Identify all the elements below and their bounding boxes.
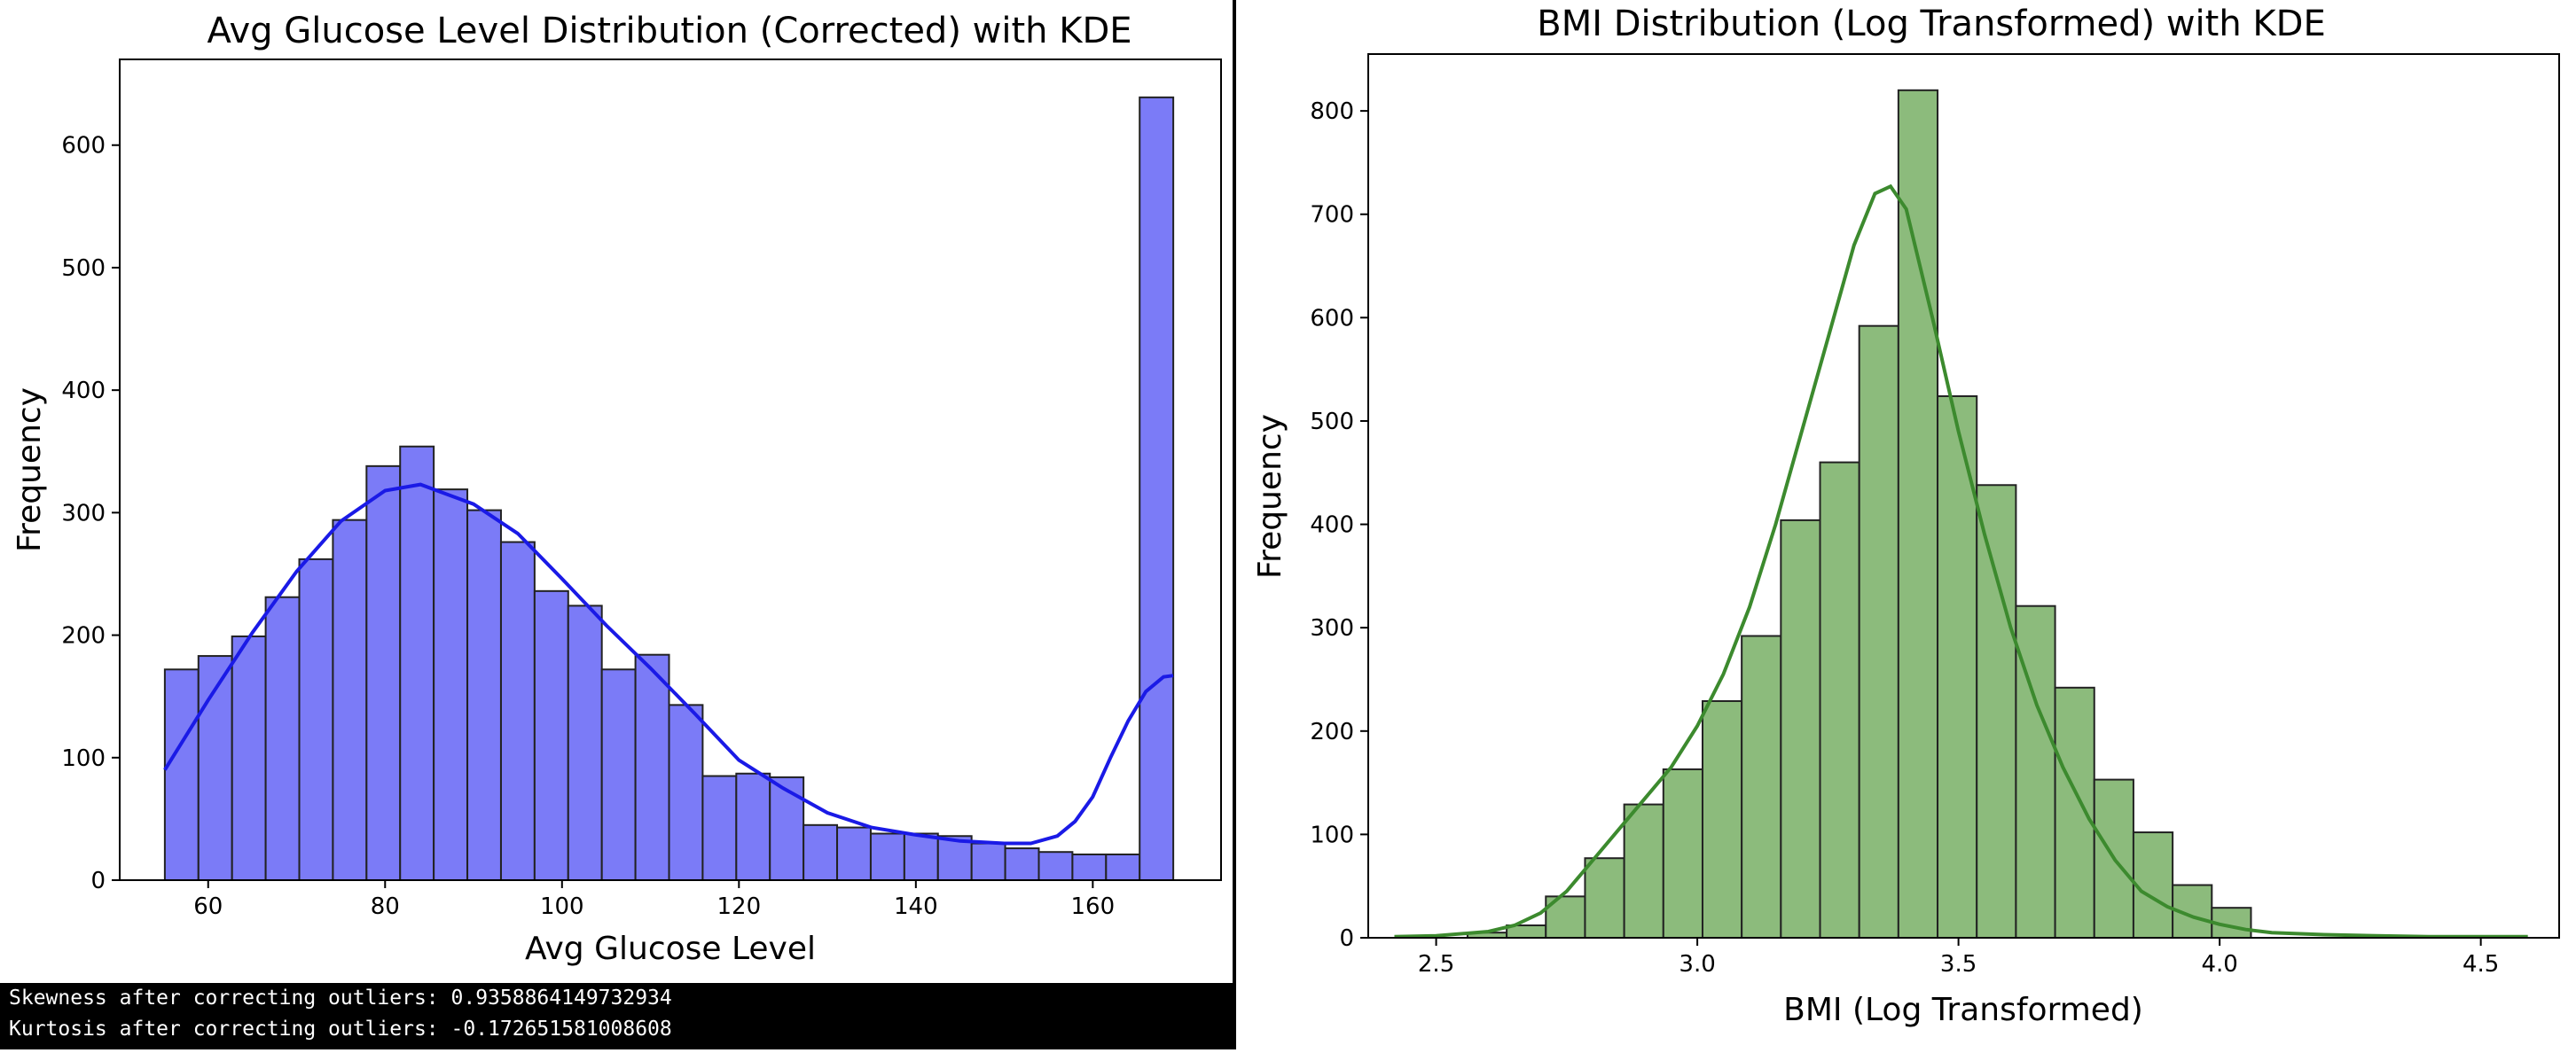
bmi-bar	[1701, 699, 1743, 939]
glucose-plot-frame	[119, 58, 1222, 881]
bmi-bar	[1897, 89, 1939, 939]
glucose-bar	[399, 445, 435, 881]
bmi-chart-panel: BMI Distribution (Log Transformed) with …	[1236, 0, 2576, 1049]
glucose-bar	[869, 832, 905, 881]
glucose-bar	[499, 541, 536, 881]
glucose-x-tick-label: 120	[716, 893, 761, 920]
glucose-chart-title: Avg Glucose Level Distribution (Correcte…	[207, 11, 1131, 51]
bmi-plot-frame	[1367, 53, 2560, 939]
glucose-bar	[163, 668, 200, 881]
bmi-bar	[2054, 686, 2095, 939]
bmi-x-tick-label: 3.5	[1940, 951, 1977, 978]
bmi-y-tick-label: 200	[1310, 719, 1354, 745]
glucose-bar	[264, 596, 301, 881]
bmi-bar	[1623, 803, 1664, 939]
glucose-chart-panel: Avg Glucose Level Distribution (Correcte…	[0, 0, 1233, 1049]
glucose-bar	[1071, 853, 1108, 882]
glucose-histogram-chart: Avg Glucose Level Distribution (Correcte…	[12, 11, 1222, 967]
bmi-kde-curve	[1394, 183, 2528, 939]
bmi-histogram-chart: BMI Distribution (Log Transformed) with …	[1252, 4, 2560, 1028]
glucose-y-axis-label: Frequency	[12, 387, 48, 552]
glucose-bar	[466, 509, 502, 881]
glucose-bar	[365, 464, 402, 882]
glucose-x-tick-label: 100	[540, 893, 584, 920]
bmi-x-axis-label: BMI (Log Transformed)	[1783, 992, 2143, 1028]
bmi-x-tick-label: 2.5	[1418, 951, 1454, 978]
bmi-bar	[1937, 394, 1978, 940]
glucose-kde-curve	[163, 482, 1174, 846]
glucose-x-axis-label: Avg Glucose Level	[525, 931, 816, 967]
glucose-bar	[634, 653, 670, 881]
bmi-y-axis-label: Frequency	[1252, 414, 1288, 579]
glucose-bar	[298, 558, 334, 881]
glucose-bar	[533, 589, 569, 881]
bmi-x-tick-label: 4.0	[2201, 951, 2237, 978]
glucose-bar	[1139, 96, 1175, 881]
glucose-bar	[735, 772, 771, 881]
bmi-y-tick-label: 100	[1310, 822, 1354, 848]
bmi-chart-title: BMI Distribution (Log Transformed) with …	[1537, 4, 2325, 44]
glucose-bar	[903, 832, 939, 881]
bmi-bar	[1819, 461, 1860, 939]
bmi-bar	[1780, 519, 1821, 940]
glucose-bar	[231, 635, 267, 881]
bmi-y-tick-label: 600	[1310, 305, 1354, 332]
glucose-bar	[668, 704, 704, 882]
glucose-bar	[1004, 847, 1040, 882]
glucose-x-tick-label: 80	[371, 893, 400, 920]
bmi-y-tick-label: 800	[1310, 98, 1354, 125]
glucose-bar	[836, 826, 872, 881]
bmi-y-tick-label: 0	[1339, 925, 1354, 952]
console-line-kurtosis: Kurtosis after correcting outliers: -0.1…	[9, 1018, 672, 1041]
bmi-bar	[1584, 857, 1625, 939]
glucose-bar	[433, 488, 469, 881]
glucose-x-tick-label: 160	[1071, 893, 1116, 920]
console-line-skewness: Skewness after correcting outliers: 0.93…	[9, 987, 672, 1010]
glucose-y-tick-label: 600	[61, 133, 106, 160]
panel-divider	[1233, 0, 1236, 1049]
bmi-bar	[2132, 831, 2174, 939]
glucose-bar	[567, 604, 603, 881]
glucose-bar	[769, 776, 805, 881]
glucose-bar	[600, 668, 637, 881]
glucose-y-tick-label: 500	[61, 255, 106, 282]
bmi-y-tick-label: 300	[1310, 615, 1354, 642]
bmi-bar	[1858, 324, 1899, 940]
glucose-x-tick-label: 140	[894, 893, 938, 920]
glucose-y-tick-label: 200	[61, 623, 106, 650]
glucose-y-tick-label: 300	[61, 500, 106, 526]
glucose-bar	[970, 842, 1006, 881]
glucose-bar	[803, 823, 839, 881]
bmi-x-tick-label: 4.5	[2462, 951, 2499, 978]
glucose-bar	[1037, 851, 1074, 881]
console-output: Skewness after correcting outliers: 0.93…	[0, 983, 1233, 1049]
glucose-bar	[332, 519, 368, 881]
bmi-x-tick-label: 3.0	[1679, 951, 1715, 978]
bmi-y-tick-label: 700	[1310, 202, 1354, 229]
glucose-bar	[197, 655, 233, 882]
glucose-y-tick-label: 400	[61, 378, 106, 404]
glucose-bar	[701, 775, 738, 882]
bmi-y-tick-label: 400	[1310, 512, 1354, 539]
bmi-bar	[1976, 484, 2017, 940]
bmi-bar	[1741, 635, 1782, 939]
glucose-y-tick-label: 100	[61, 745, 106, 772]
glucose-x-tick-label: 60	[193, 893, 223, 920]
bmi-bar	[1662, 768, 1703, 939]
glucose-y-tick-label: 0	[90, 868, 106, 894]
bmi-y-tick-label: 500	[1310, 409, 1354, 435]
glucose-bar	[1105, 853, 1141, 882]
